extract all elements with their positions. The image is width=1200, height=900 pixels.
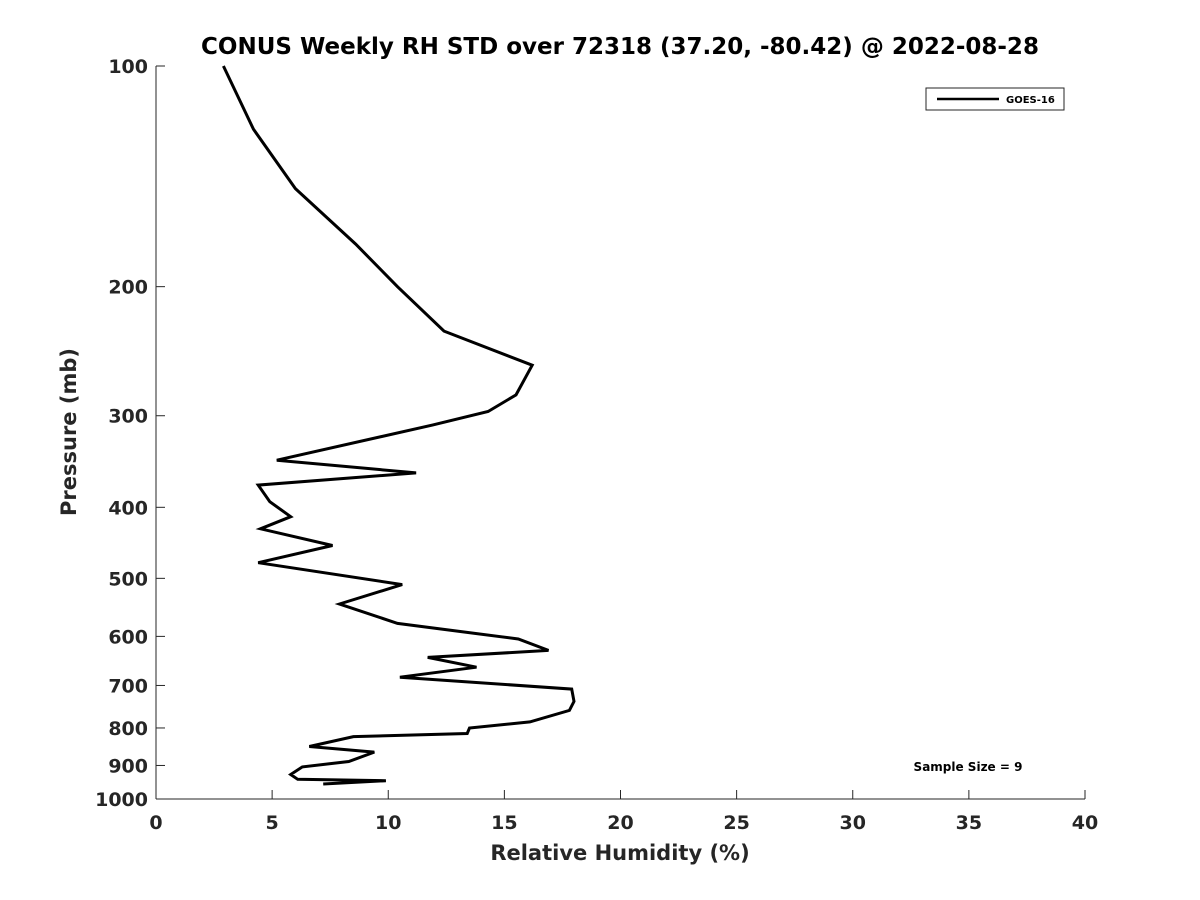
x-tick-label: 30 (840, 812, 866, 834)
sample-size-annotation: Sample Size = 9 (914, 760, 1023, 774)
x-tick-label: 25 (723, 812, 749, 834)
legend: GOES-16 (925, 87, 1065, 111)
x-tick-label: 5 (266, 812, 279, 834)
y-tick-label: 900 (108, 755, 148, 777)
y-tick-label: 400 (108, 497, 148, 519)
chart-title: CONUS Weekly RH STD over 72318 (37.20, -… (201, 34, 1039, 60)
y-axis-label: Pressure (mb) (57, 348, 81, 516)
y-axis-ticks: 100 200 300 400 500 600 700 800 900 1000 (95, 56, 165, 811)
axes: 0 5 10 15 20 25 30 35 40 100 200 300 400 500 600 700 80… (95, 56, 1098, 834)
x-tick-label: 10 (375, 812, 401, 834)
x-axis-ticks: 0 5 10 15 20 25 30 35 40 (149, 790, 1098, 834)
y-tick-label: 500 (108, 568, 148, 590)
x-tick-label: 0 (149, 812, 162, 834)
y-tick-label: 200 (108, 277, 148, 299)
legend-label: GOES-16 (1006, 95, 1055, 106)
x-axis-label: Relative Humidity (%) (490, 841, 749, 865)
y-tick-label: 300 (108, 406, 148, 428)
y-tick-label: 1000 (95, 789, 148, 811)
x-tick-label: 40 (1072, 812, 1098, 834)
y-tick-label: 700 (108, 675, 148, 697)
y-tick-label: 800 (108, 718, 148, 740)
y-tick-label: 600 (108, 626, 148, 648)
y-tick-label: 100 (108, 56, 148, 78)
x-tick-label: 35 (956, 812, 982, 834)
series-line (222, 65, 576, 786)
x-tick-label: 15 (491, 812, 517, 834)
x-tick-label: 20 (607, 812, 633, 834)
series-group (222, 65, 576, 786)
